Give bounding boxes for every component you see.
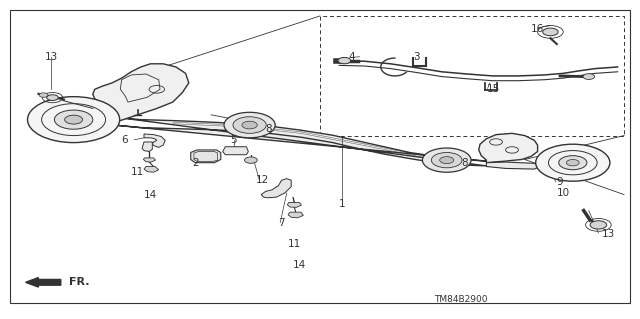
- Circle shape: [440, 157, 454, 164]
- Circle shape: [422, 148, 471, 172]
- Circle shape: [543, 28, 558, 36]
- Polygon shape: [287, 203, 301, 207]
- Text: 6: 6: [122, 135, 128, 145]
- Polygon shape: [142, 142, 152, 152]
- Text: 14: 14: [143, 189, 157, 200]
- Text: 13: 13: [602, 229, 615, 240]
- Text: 14: 14: [293, 260, 306, 270]
- Circle shape: [28, 97, 120, 143]
- Polygon shape: [93, 64, 189, 121]
- Circle shape: [224, 112, 275, 138]
- Circle shape: [242, 121, 257, 129]
- Circle shape: [590, 221, 607, 229]
- Text: 8: 8: [266, 124, 272, 134]
- Circle shape: [338, 57, 351, 64]
- Polygon shape: [76, 116, 116, 124]
- Text: 12: 12: [256, 175, 269, 185]
- Text: 10: 10: [557, 188, 570, 198]
- Polygon shape: [479, 133, 538, 163]
- Text: 13: 13: [45, 52, 58, 63]
- Circle shape: [431, 152, 462, 168]
- FancyArrow shape: [26, 278, 61, 287]
- Text: 16: 16: [531, 24, 544, 34]
- Polygon shape: [288, 212, 303, 218]
- Polygon shape: [486, 162, 538, 169]
- Polygon shape: [144, 167, 159, 172]
- Polygon shape: [223, 147, 248, 155]
- Circle shape: [583, 74, 595, 79]
- Polygon shape: [117, 117, 486, 166]
- Polygon shape: [144, 134, 165, 147]
- Text: 11: 11: [131, 167, 144, 177]
- Text: 9: 9: [557, 177, 563, 187]
- Text: 5: 5: [230, 135, 237, 145]
- Text: 4: 4: [349, 52, 355, 63]
- Circle shape: [244, 157, 257, 163]
- Circle shape: [233, 117, 266, 133]
- Text: TM84B2900: TM84B2900: [434, 295, 488, 304]
- Circle shape: [47, 95, 58, 100]
- Circle shape: [536, 144, 610, 181]
- Text: 15: 15: [486, 84, 500, 94]
- Text: 8: 8: [461, 158, 467, 168]
- Text: FR.: FR.: [69, 277, 90, 287]
- Text: 1: 1: [339, 199, 346, 209]
- Polygon shape: [261, 179, 291, 198]
- Circle shape: [54, 110, 93, 129]
- Text: 7: 7: [278, 218, 285, 228]
- Circle shape: [559, 156, 587, 170]
- Text: 3: 3: [413, 52, 419, 63]
- Circle shape: [65, 115, 83, 124]
- Circle shape: [566, 160, 579, 166]
- Polygon shape: [191, 150, 221, 163]
- Polygon shape: [143, 158, 156, 162]
- Text: 2: 2: [192, 158, 198, 168]
- Text: 11: 11: [288, 239, 301, 249]
- Circle shape: [39, 93, 48, 97]
